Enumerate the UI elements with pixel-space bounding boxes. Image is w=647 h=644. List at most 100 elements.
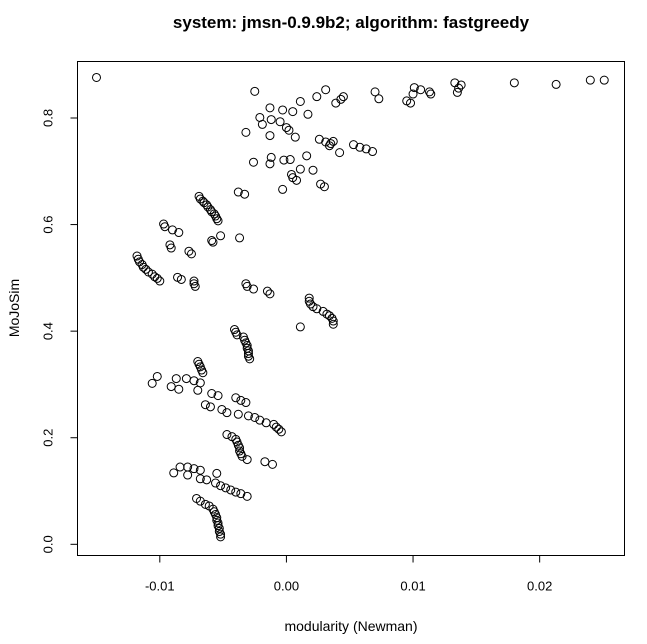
- data-point: [331, 98, 341, 108]
- data-point: [222, 408, 232, 418]
- data-point: [152, 273, 162, 283]
- data-point: [195, 496, 205, 506]
- data-point: [226, 485, 236, 495]
- data-point: [312, 304, 322, 314]
- data-point: [207, 236, 217, 246]
- data-point: [266, 115, 276, 125]
- data-point: [183, 470, 193, 480]
- data-point: [221, 483, 231, 493]
- data-point: [271, 422, 281, 432]
- data-point: [174, 384, 184, 394]
- data-point: [292, 175, 302, 185]
- data-point: [222, 430, 232, 440]
- data-point: [265, 289, 275, 299]
- data-point: [290, 132, 300, 142]
- data-point: [176, 274, 186, 284]
- data-point: [231, 393, 241, 403]
- data-point: [551, 79, 561, 89]
- y-tick-label: 0.4: [41, 322, 56, 340]
- data-point: [321, 85, 331, 95]
- data-point: [426, 89, 436, 99]
- data-point: [278, 184, 288, 194]
- data-point: [260, 457, 270, 467]
- data-point: [278, 105, 288, 115]
- data-point: [585, 75, 595, 85]
- data-point: [147, 378, 157, 388]
- x-axis: -0.01 0.00 0.01 0.02: [145, 555, 552, 594]
- data-point: [241, 398, 251, 408]
- data-point: [302, 151, 312, 161]
- y-tick-label: 0.2: [41, 429, 56, 447]
- data-point: [216, 532, 226, 542]
- x-tick-label: 0.00: [274, 579, 299, 594]
- data-point: [328, 319, 338, 329]
- data-point: [456, 80, 466, 90]
- data-point: [242, 455, 252, 465]
- data-point: [335, 148, 345, 158]
- data-point: [269, 419, 279, 429]
- data-point: [189, 276, 199, 286]
- data-point: [175, 462, 185, 472]
- data-point: [326, 139, 336, 149]
- data-point: [250, 412, 260, 422]
- data-point: [231, 487, 241, 497]
- data-point: [141, 264, 151, 274]
- data-point: [91, 72, 101, 82]
- data-point: [208, 237, 218, 247]
- data-point: [255, 415, 265, 425]
- data-point: [217, 404, 227, 414]
- data-point: [184, 246, 194, 256]
- data-point: [409, 83, 419, 93]
- data-point: [406, 98, 416, 108]
- data-point: [233, 187, 243, 197]
- data-point: [374, 94, 384, 104]
- x-tick-label: 0.02: [527, 579, 552, 594]
- data-point: [155, 276, 165, 286]
- data-point: [355, 142, 365, 152]
- data-point: [240, 189, 250, 199]
- data-point: [349, 140, 359, 150]
- data-point: [232, 330, 242, 340]
- data-point: [216, 481, 226, 491]
- data-point: [186, 249, 196, 259]
- x-tick-label: 0.01: [400, 579, 425, 594]
- data-point: [452, 87, 462, 97]
- data-point: [509, 78, 519, 88]
- data-point: [235, 233, 245, 243]
- data-point: [288, 107, 298, 117]
- data-point: [212, 214, 222, 224]
- data-point: [245, 354, 255, 364]
- data-point: [242, 491, 252, 501]
- data-point: [425, 87, 435, 97]
- data-point: [237, 451, 247, 461]
- data-point: [416, 85, 426, 95]
- data-point: [285, 155, 295, 165]
- data-point: [338, 92, 348, 102]
- data-point: [276, 427, 286, 437]
- data-point: [257, 119, 267, 129]
- data-point: [242, 281, 252, 291]
- data-point: [214, 523, 224, 533]
- data-point: [213, 216, 223, 226]
- data-point: [190, 281, 200, 291]
- data-point: [599, 75, 609, 85]
- data-point: [235, 443, 245, 453]
- y-tick-label: 0.6: [41, 216, 56, 234]
- data-point: [189, 464, 199, 474]
- chart-title: system: jmsn-0.9.9b2; algorithm: fastgre…: [173, 13, 530, 32]
- y-tick-label: 0.0: [41, 535, 56, 553]
- data-point: [267, 459, 277, 469]
- data-point: [216, 231, 226, 241]
- data-point: [216, 529, 226, 539]
- data-point: [198, 368, 208, 378]
- data-point: [328, 316, 338, 326]
- data-point: [262, 286, 272, 296]
- data-point: [265, 131, 275, 141]
- data-point: [249, 157, 259, 167]
- data-point: [212, 468, 222, 478]
- data-point: [211, 478, 221, 488]
- data-point: [295, 164, 305, 174]
- data-point: [284, 125, 294, 135]
- data-point: [213, 391, 223, 401]
- data-point: [265, 159, 275, 169]
